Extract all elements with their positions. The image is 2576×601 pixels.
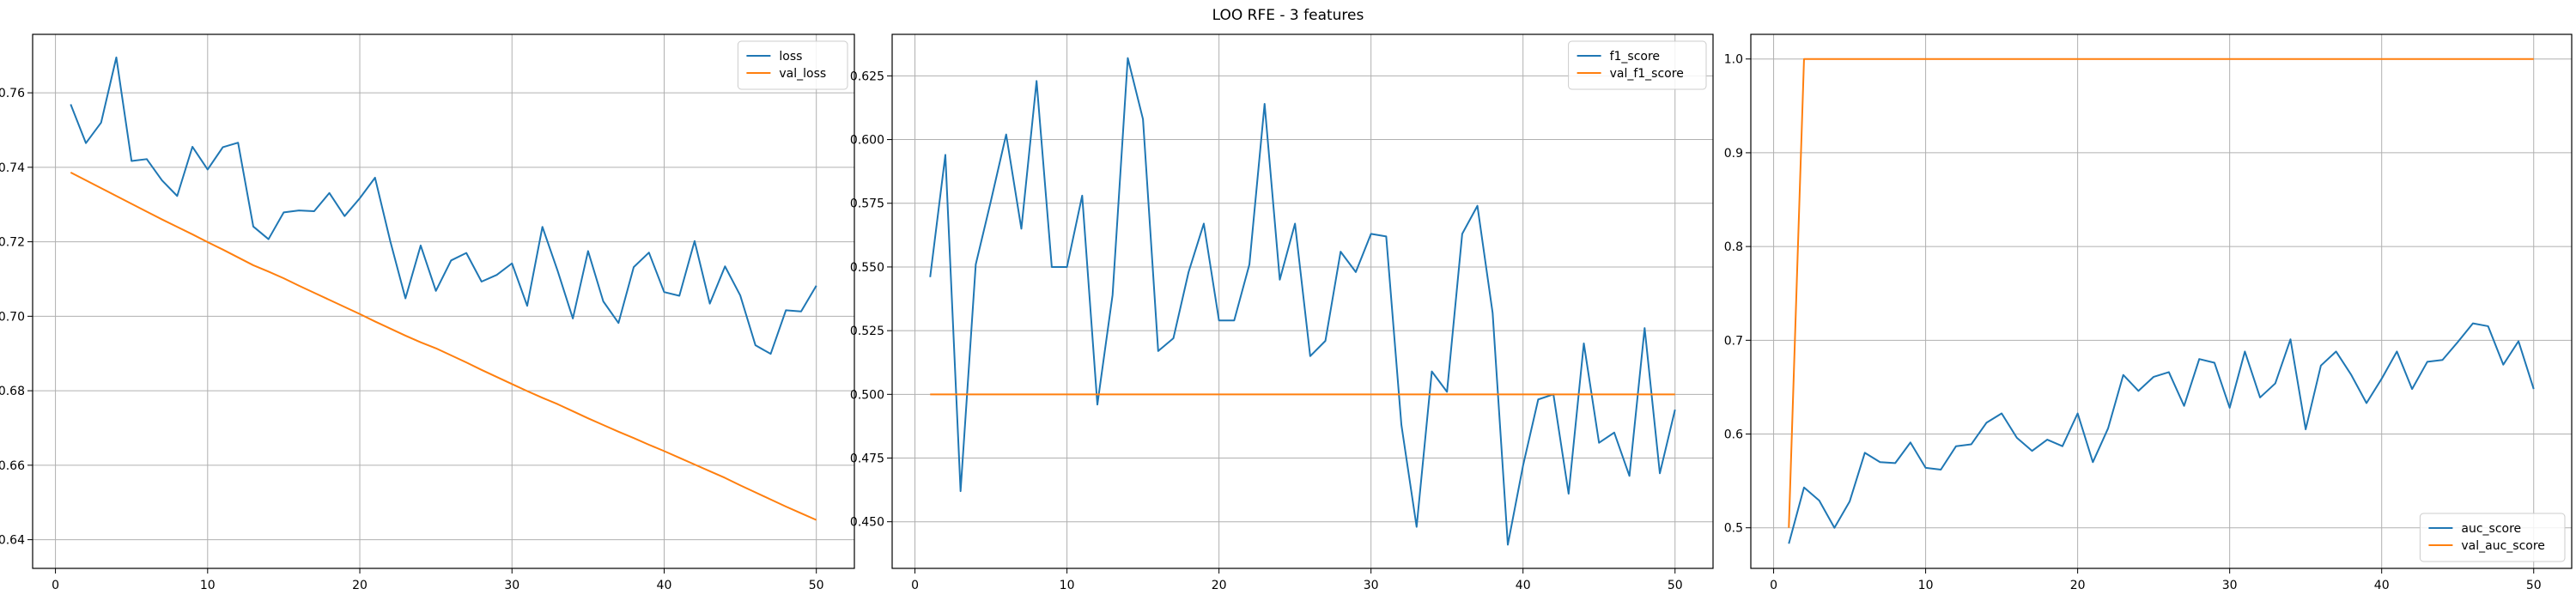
legend-label-f1_score: f1_score (1610, 50, 1660, 64)
y-tick-label: 0.500 (850, 388, 884, 402)
x-tick-label: 10 (200, 579, 216, 592)
series-line-loss (70, 56, 817, 355)
y-tick-label: 0.66 (0, 459, 25, 473)
chart-panel-2: 0 10 20 30 40 50 0.450 0.475 0.500 0.525 0.550 0.57… (850, 33, 1714, 592)
axes-frame (32, 33, 855, 569)
series-line-val_auc_score (1788, 58, 2534, 528)
y-tick-label: 0.76 (0, 87, 25, 100)
x-tick-label: 10 (1060, 579, 1075, 592)
y-tick-label: 1.0 (1724, 53, 1743, 67)
series-line-auc_score (1788, 322, 2535, 544)
y-tick-label: 0.72 (0, 236, 25, 250)
axes-frame (1750, 33, 2573, 569)
legend: f1_score val_f1_score (1568, 40, 1707, 90)
legend: auc_score val_auc_score (2419, 513, 2566, 562)
legend-label-val_loss: val_loss (779, 67, 826, 81)
x-tick-label: 20 (352, 579, 368, 592)
x-tick-label: 0 (52, 579, 59, 592)
legend-label-val_f1_score: val_f1_score (1610, 67, 1684, 81)
x-tick-label: 30 (2222, 579, 2238, 592)
series-line-val_loss (70, 172, 817, 521)
x-tick-label: 10 (1918, 579, 1934, 592)
x-tick-label: 0 (1770, 579, 1777, 592)
y-tick-label: 0.6 (1724, 428, 1743, 442)
y-tick-label: 0.625 (850, 70, 884, 83)
y-tick-label: 0.550 (850, 261, 884, 275)
y-tick-label: 0.475 (850, 452, 884, 466)
legend-box (1568, 40, 1707, 90)
series-line-f1_score (929, 57, 1676, 546)
y-tick-label: 0.64 (0, 534, 25, 548)
y-tick-label: 0.74 (0, 161, 25, 175)
x-tick-label: 20 (1212, 579, 1227, 592)
x-tick-label: 0 (911, 579, 919, 592)
x-tick-label: 40 (2374, 579, 2390, 592)
y-tick-label: 0.9 (1724, 147, 1743, 161)
y-tick-label: 0.450 (850, 516, 884, 530)
legend-label-val_auc_score: val_auc_score (2461, 539, 2545, 553)
y-tick-label: 0.7 (1724, 334, 1743, 348)
chart-panel-1: 0 10 20 30 40 50 0.64 0.66 0.68 0.70 0.72 0.74 0.76 l… (0, 33, 855, 592)
x-tick-label: 20 (2070, 579, 2086, 592)
y-tick-label: 0.68 (0, 385, 25, 398)
figure-title: LOO RFE - 3 features (1212, 7, 1364, 24)
y-tick-label: 0.70 (0, 310, 25, 324)
y-tick-label: 0.525 (850, 325, 884, 338)
x-tick-label: 50 (1668, 579, 1683, 592)
y-tick-label: 0.600 (850, 134, 884, 148)
y-tick-label: 0.8 (1724, 240, 1743, 254)
x-tick-label: 30 (504, 579, 519, 592)
x-tick-label: 30 (1364, 579, 1379, 592)
legend: loss val_loss (737, 40, 848, 90)
legend-label-auc_score: auc_score (2461, 522, 2521, 536)
axes-frame (891, 33, 1714, 569)
chart-panel-3: 0 10 20 30 40 50 0.5 0.6 0.7 0.8 0.9 1.0 auc_scoreva… (1724, 33, 2573, 592)
legend-label-loss: loss (779, 50, 802, 64)
x-tick-label: 50 (809, 579, 824, 592)
legend-box (2419, 513, 2566, 562)
x-tick-label: 50 (2526, 579, 2542, 592)
x-tick-label: 40 (1516, 579, 1531, 592)
legend-box (737, 40, 848, 90)
y-tick-label: 0.575 (850, 197, 884, 211)
x-tick-label: 40 (657, 579, 672, 592)
y-tick-label: 0.5 (1724, 522, 1743, 536)
